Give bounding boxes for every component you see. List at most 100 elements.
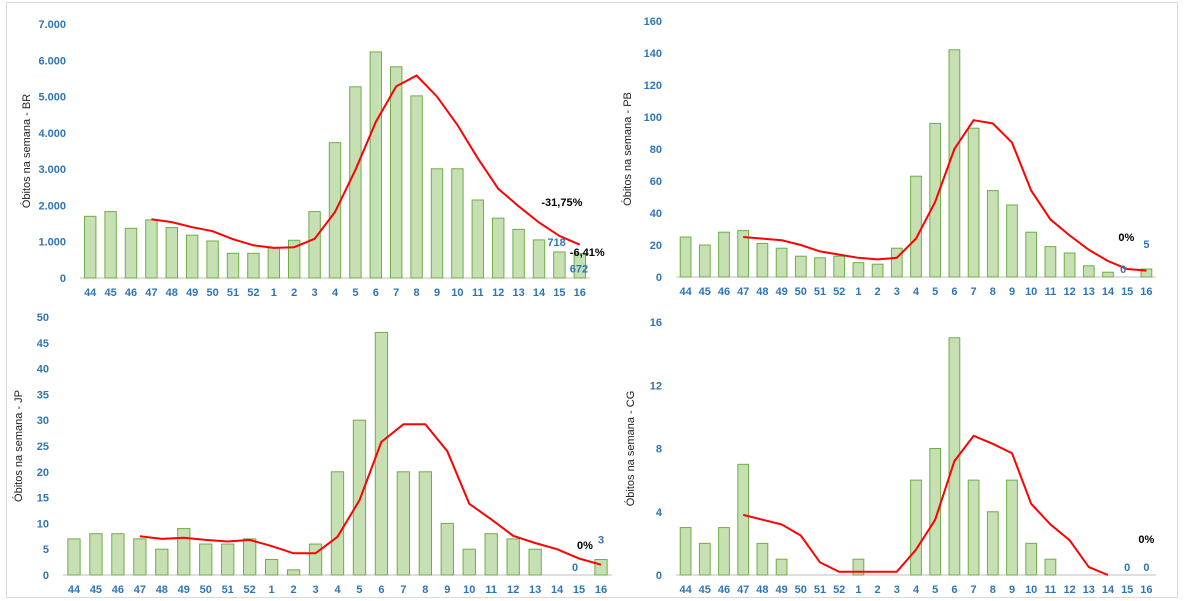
bar-pb-50 [794,255,807,278]
x-tick-label-br-46: 46 [125,287,137,299]
bar-pb-10 [1025,231,1038,278]
y-tick-label-br: 7.000 [38,19,66,31]
bar-br-12 [491,217,505,279]
x-tick-label-cg-14: 14 [1102,584,1115,596]
x-tick-label-pb-3: 3 [894,286,900,298]
y-tick-label-pb: 20 [650,240,662,252]
y-tick-label-cg: 4 [656,507,663,519]
x-tick-label-br-13: 13 [512,287,524,299]
x-tick-label-br-52: 52 [247,287,259,299]
y-tick-label-cg: 8 [656,444,662,456]
y-tick-label-jp: 15 [37,493,49,505]
x-tick-label-pb-45: 45 [699,286,711,298]
x-tick-label-cg-48: 48 [756,584,768,596]
bar-br-10 [451,168,464,279]
bar-cg-11 [1044,558,1057,576]
bar-br-6 [369,51,383,279]
bar-br-3 [308,211,321,279]
x-tick-label-cg-12: 12 [1063,584,1075,596]
x-tick-label-pb-15: 15 [1121,286,1133,298]
x-tick-label-jp-47: 47 [134,584,146,596]
x-tick-label-jp-15: 15 [573,584,585,596]
x-tick-label-cg-5: 5 [932,584,938,596]
bar-pb-3 [890,247,903,278]
percent-annotation-cg: 0% [1138,534,1154,546]
x-tick-label-cg-3: 3 [894,584,900,596]
y-tick-label-pb: 40 [650,208,662,220]
x-tick-label-cg-8: 8 [990,584,996,596]
y-tick-label-jp: 5 [43,544,49,556]
bar-cg-4 [910,479,922,576]
bar-cg-10 [1025,542,1038,576]
x-tick-label-jp-48: 48 [156,584,168,596]
x-tick-label-br-50: 50 [206,287,218,299]
y-tick-label-jp: 35 [37,389,49,401]
value-label-br: 718 [547,237,565,249]
bar-pb-13 [1082,265,1095,278]
percent-annotation-pb: 0% [1118,232,1134,244]
y-tick-label-pb: 0 [656,272,662,284]
x-tick-label-br-15: 15 [553,287,565,299]
bar-pb-12 [1063,252,1076,278]
x-tick-label-jp-3: 3 [312,584,318,596]
x-tick-label-cg-1: 1 [855,584,861,596]
bar-pb-9 [1006,204,1018,278]
bar-br-44 [83,215,97,279]
value-label-jp: 0 [572,562,578,574]
bar-pb-46 [718,231,730,278]
y-tick-label-jp: 40 [37,364,49,376]
bar-cg-7 [967,479,980,576]
bar-cg-6 [948,337,961,576]
x-tick-label-pb-2: 2 [875,286,881,298]
y-tick-label-pb: 120 [644,80,662,92]
bar-br-47 [145,219,158,279]
x-tick-label-br-7: 7 [393,287,399,299]
x-tick-label-cg-7: 7 [971,584,977,596]
bar-pb-6 [948,49,961,278]
x-tick-label-br-12: 12 [492,287,504,299]
percent-annotation-jp: 0% [577,540,593,552]
bar-jp-51 [221,543,235,576]
x-tick-label-br-51: 51 [227,287,239,299]
bar-jp-12 [506,538,520,576]
y-tick-label-cg: 16 [650,317,662,329]
bar-br-46 [124,227,138,279]
bar-cg-47 [737,463,750,576]
x-tick-label-pb-52: 52 [833,286,845,298]
x-tick-label-pb-47: 47 [737,286,749,298]
trend-line-pb [743,119,1147,272]
x-tick-label-jp-13: 13 [529,584,541,596]
value-label-cg: 0 [1124,562,1130,574]
bar-pb-8 [986,190,999,278]
x-tick-label-jp-11: 11 [485,584,497,596]
x-tick-label-cg-49: 49 [775,584,787,596]
bar-br-7 [389,66,403,279]
bar-jp-44 [67,538,81,576]
bar-pb-47 [737,230,750,278]
y-tick-label-cg: 12 [650,380,662,392]
x-tick-label-br-16: 16 [574,287,586,299]
y-tick-label-br: 0 [60,273,66,285]
bar-br-8 [410,95,423,279]
x-tick-label-cg-44: 44 [679,584,692,596]
bar-cg-1 [852,558,865,576]
bar-cg-44 [679,527,692,576]
bar-pb-51 [814,257,826,278]
bar-br-49 [185,234,199,279]
bar-br-11 [471,199,485,279]
x-tick-label-pb-12: 12 [1063,286,1075,298]
x-tick-label-pb-16: 16 [1140,286,1152,298]
bar-br-15 [553,251,566,279]
bar-br-1 [267,247,281,279]
y-tick-label-br: 3.000 [38,164,66,176]
percent-annotation-br: -31,75% [541,197,582,209]
x-tick-label-cg-46: 46 [718,584,730,596]
x-tick-label-jp-8: 8 [422,584,428,596]
bar-pb-11 [1044,246,1057,278]
x-tick-label-cg-50: 50 [795,584,807,596]
x-tick-label-br-8: 8 [414,287,420,299]
value-label-br: 672 [570,264,588,276]
bar-jp-48 [155,548,169,576]
